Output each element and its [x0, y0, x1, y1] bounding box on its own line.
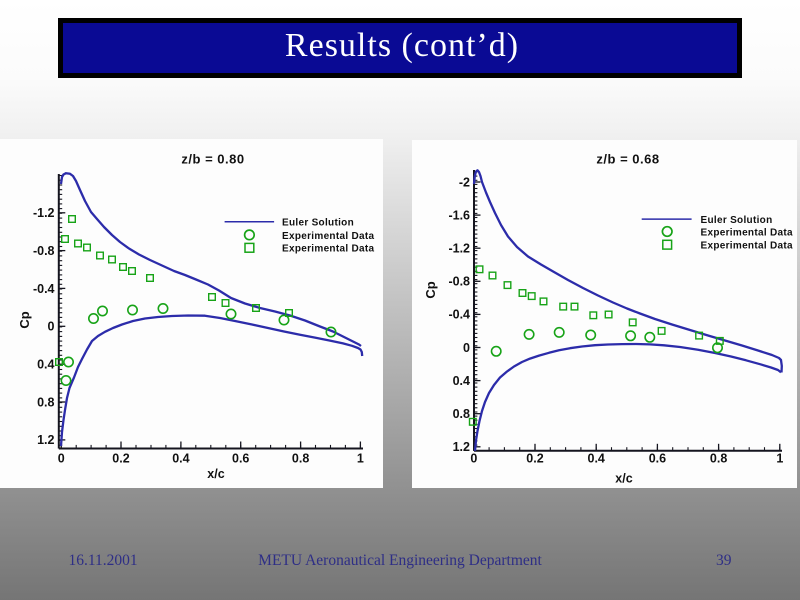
svg-text:0.8: 0.8: [37, 395, 54, 409]
svg-text:0.8: 0.8: [453, 407, 470, 421]
svg-text:Cp: Cp: [423, 281, 438, 298]
svg-text:-0.4: -0.4: [448, 308, 470, 322]
svg-text:Euler Solution: Euler Solution: [282, 218, 354, 229]
svg-text:z/b = 0.80: z/b = 0.80: [181, 152, 244, 167]
svg-text:Experimental Data: Experimental Data: [282, 244, 374, 255]
svg-text:0.8: 0.8: [710, 452, 727, 466]
svg-text:Euler Solution: Euler Solution: [701, 215, 773, 226]
svg-text:0: 0: [470, 452, 477, 466]
svg-text:-0.4: -0.4: [33, 282, 55, 296]
svg-text:Cp: Cp: [17, 311, 32, 328]
svg-text:0: 0: [463, 341, 470, 355]
svg-text:1.2: 1.2: [37, 433, 54, 447]
svg-text:0.4: 0.4: [453, 374, 470, 388]
svg-text:0.6: 0.6: [232, 452, 249, 466]
svg-text:0.4: 0.4: [37, 358, 54, 372]
svg-text:0.2: 0.2: [112, 452, 129, 466]
svg-text:-2: -2: [459, 175, 470, 189]
svg-text:-0.8: -0.8: [33, 244, 55, 258]
svg-text:-0.8: -0.8: [448, 275, 470, 289]
svg-text:1: 1: [776, 452, 783, 466]
svg-text:Experimental Data: Experimental Data: [701, 241, 793, 252]
svg-text:-1.2: -1.2: [33, 206, 55, 220]
svg-text:x/c: x/c: [615, 472, 632, 486]
svg-text:Experimental Data: Experimental Data: [701, 227, 793, 238]
svg-text:-1.2: -1.2: [448, 242, 470, 256]
svg-text:0.2: 0.2: [526, 452, 543, 466]
svg-text:0.4: 0.4: [172, 452, 189, 466]
svg-text:x/c: x/c: [207, 467, 224, 481]
svg-text:0.4: 0.4: [588, 452, 605, 466]
svg-text:Experimental Data: Experimental Data: [282, 231, 374, 242]
svg-text:0.6: 0.6: [649, 452, 666, 466]
svg-text:0: 0: [48, 320, 55, 334]
svg-text:-1.6: -1.6: [448, 208, 470, 222]
svg-text:1: 1: [357, 452, 364, 466]
svg-text:z/b = 0.68: z/b = 0.68: [596, 152, 659, 167]
svg-text:0.8: 0.8: [292, 452, 309, 466]
svg-text:1.2: 1.2: [453, 440, 470, 454]
svg-text:0: 0: [58, 452, 65, 466]
